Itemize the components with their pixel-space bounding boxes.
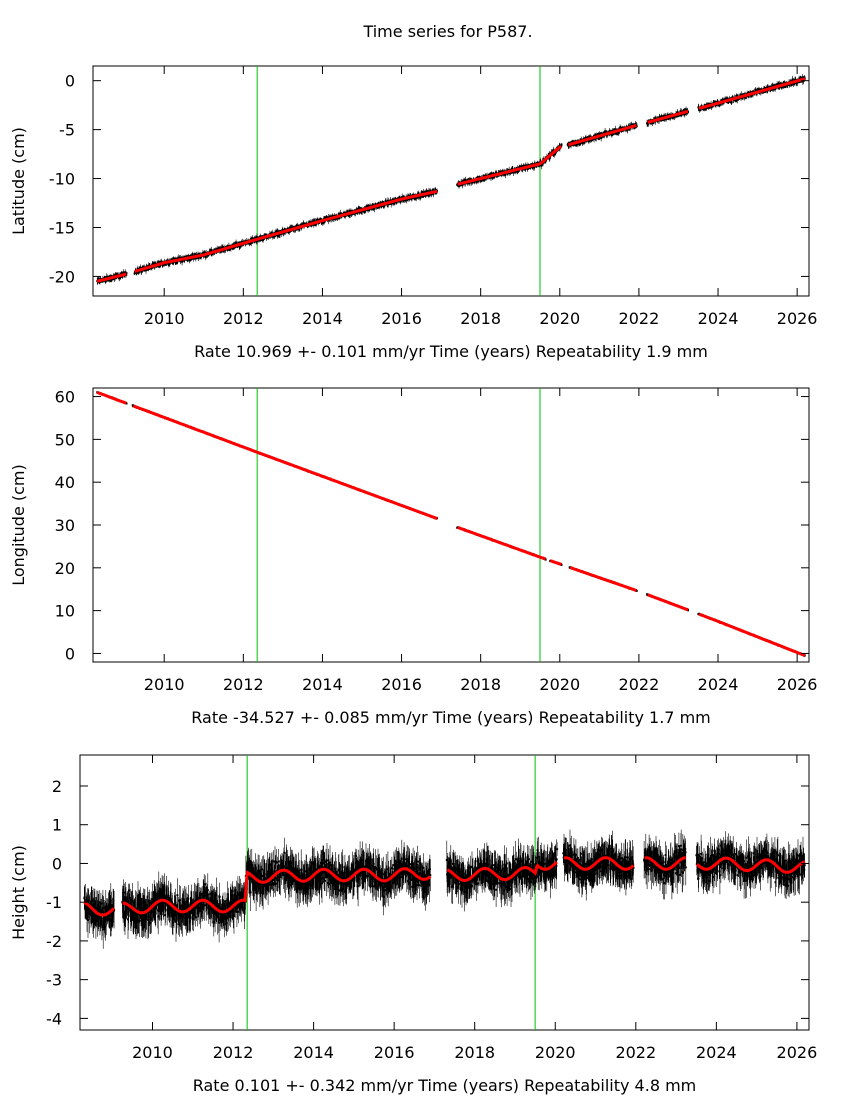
x-tick-label: 2024 bbox=[698, 675, 739, 694]
x-tick-label: 2026 bbox=[777, 309, 818, 328]
plot-frame bbox=[79, 754, 810, 1031]
y-axis-label: Latitude (cm) bbox=[9, 127, 28, 235]
data-points bbox=[83, 844, 806, 931]
x-tick-label: 2018 bbox=[460, 309, 501, 328]
x-tick-label: 2014 bbox=[302, 309, 343, 328]
x-axis-label: Time (years) bbox=[428, 708, 534, 727]
x-tick-label: 2020 bbox=[535, 1043, 576, 1062]
y-tick-label: -5 bbox=[59, 121, 75, 140]
panel-caption: Rate 10.969 +- 0.101 mm/yr Time (years) … bbox=[194, 342, 708, 361]
y-tick-label: 40 bbox=[55, 473, 75, 492]
error-bars bbox=[84, 829, 805, 949]
x-tick-label: 2018 bbox=[454, 1043, 495, 1062]
y-tick-label: -2 bbox=[46, 932, 62, 951]
panel-caption: Rate 0.101 +- 0.342 mm/yr Time (years) R… bbox=[193, 1076, 697, 1095]
repeatability-text: Repeatability 1.9 mm bbox=[531, 342, 708, 361]
panel-caption: Rate -34.527 +- 0.085 mm/yr Time (years)… bbox=[191, 708, 710, 727]
x-tick-label: 2024 bbox=[696, 1043, 737, 1062]
x-tick-label: 2012 bbox=[223, 309, 264, 328]
y-tick-label: 0 bbox=[52, 854, 62, 873]
rate-text: Rate -34.527 +- 0.085 mm/yr bbox=[191, 708, 428, 727]
plot-area bbox=[83, 755, 806, 1030]
y-axis-label: Longitude (cm) bbox=[9, 464, 28, 586]
repeatability-text: Repeatability 1.7 mm bbox=[534, 708, 711, 727]
y-tick-label: -3 bbox=[46, 971, 62, 990]
x-axis-label: Time (years) bbox=[413, 1076, 519, 1095]
x-tick-label: 2012 bbox=[213, 1043, 254, 1062]
x-tick-label: 2022 bbox=[615, 1043, 656, 1062]
x-tick-label: 2016 bbox=[374, 1043, 415, 1062]
y-tick-label: 60 bbox=[55, 388, 75, 407]
y-tick-label: 1 bbox=[52, 816, 62, 835]
model-fit-line bbox=[83, 856, 806, 917]
x-tick-label: 2020 bbox=[539, 309, 580, 328]
y-tick-label: -20 bbox=[49, 267, 75, 286]
x-tick-label: 2022 bbox=[619, 309, 660, 328]
x-tick-label: 2020 bbox=[539, 675, 580, 694]
x-tick-label: 2016 bbox=[381, 675, 422, 694]
x-tick-label: 2026 bbox=[777, 1043, 818, 1062]
rate-text: Rate 10.969 +- 0.101 mm/yr bbox=[194, 342, 425, 361]
y-tick-label: 20 bbox=[55, 559, 75, 578]
y-tick-label: -15 bbox=[49, 218, 75, 237]
y-tick-label: -1 bbox=[46, 893, 62, 912]
x-tick-label: 2010 bbox=[144, 675, 185, 694]
plot-frame bbox=[92, 65, 810, 297]
model-fit-line bbox=[96, 390, 806, 657]
panel-3: 2 1 0 -1 -2 -3 -4 2010 2012 2014 2016 2018 2020 2022 2… bbox=[9, 754, 818, 1095]
x-tick-label: 2016 bbox=[381, 309, 422, 328]
x-tick-label: 2012 bbox=[223, 675, 264, 694]
x-tick-label: 2010 bbox=[144, 309, 185, 328]
y-tick-label: 30 bbox=[55, 516, 75, 535]
y-tick-label: 0 bbox=[65, 72, 75, 91]
y-tick-label: -4 bbox=[46, 1009, 62, 1028]
model-fit-line bbox=[96, 77, 806, 283]
x-tick-label: 2018 bbox=[460, 675, 501, 694]
y-tick-label: 2 bbox=[52, 777, 62, 796]
x-tick-label: 2014 bbox=[293, 1043, 334, 1062]
x-tick-label: 2014 bbox=[302, 675, 343, 694]
x-tick-label: 2024 bbox=[698, 309, 739, 328]
panel-1: 0 -5 -10 -15 -20 2010 2012 2014 2016 2018 2020 2022… bbox=[9, 65, 818, 361]
y-tick-label: 50 bbox=[55, 430, 75, 449]
plot-frame bbox=[92, 387, 810, 663]
x-axis-label: Time (years) bbox=[425, 342, 531, 361]
page-title: Time series for P587. bbox=[363, 22, 533, 41]
rate-text: Rate 0.101 +- 0.342 mm/yr bbox=[193, 1076, 414, 1095]
plot-area bbox=[96, 388, 806, 662]
y-tick-label: 10 bbox=[55, 602, 75, 621]
y-tick-label: 0 bbox=[65, 644, 75, 663]
x-tick-label: 2026 bbox=[777, 675, 818, 694]
y-tick-label: -10 bbox=[49, 170, 75, 189]
plot-area bbox=[96, 66, 806, 296]
x-tick-label: 2010 bbox=[132, 1043, 173, 1062]
repeatability-text: Repeatability 4.8 mm bbox=[519, 1076, 696, 1095]
x-tick-label: 2022 bbox=[619, 675, 660, 694]
y-axis-label: Height (cm) bbox=[9, 845, 28, 940]
